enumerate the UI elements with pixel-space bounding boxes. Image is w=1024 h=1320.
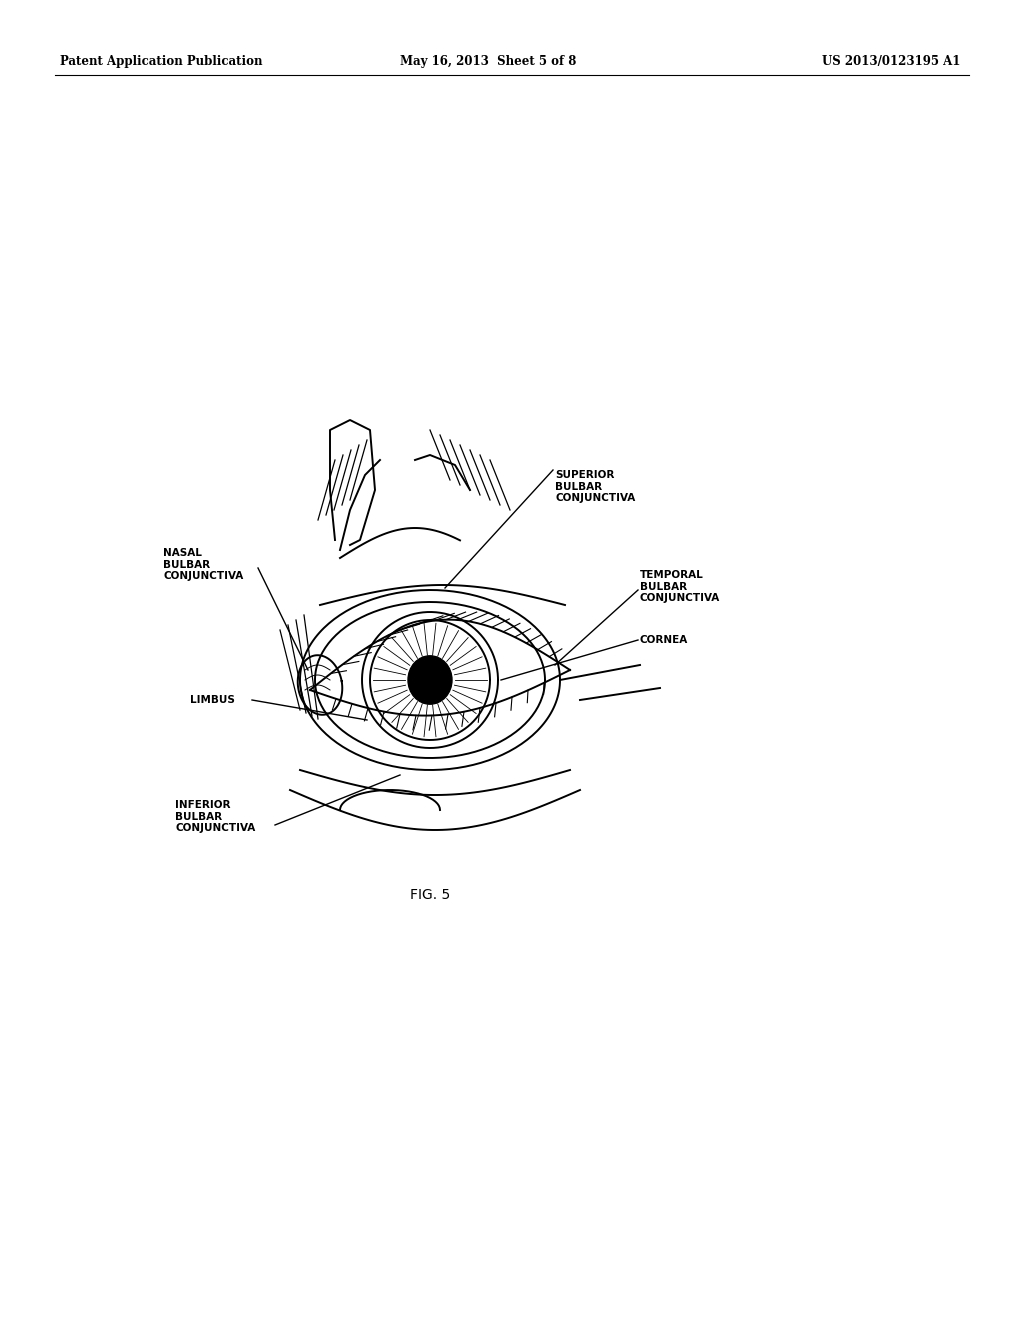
Text: TEMPORAL
BULBAR
CONJUNCTIVA: TEMPORAL BULBAR CONJUNCTIVA — [640, 570, 720, 603]
Text: FIG. 5: FIG. 5 — [410, 888, 451, 902]
Text: NASAL
BULBAR
CONJUNCTIVA: NASAL BULBAR CONJUNCTIVA — [163, 548, 244, 581]
Text: LIMBUS: LIMBUS — [190, 696, 234, 705]
Text: CORNEA: CORNEA — [640, 635, 688, 645]
Text: May 16, 2013  Sheet 5 of 8: May 16, 2013 Sheet 5 of 8 — [400, 55, 577, 69]
Text: SUPERIOR
BULBAR
CONJUNCTIVA: SUPERIOR BULBAR CONJUNCTIVA — [555, 470, 635, 503]
Ellipse shape — [408, 656, 452, 704]
Text: US 2013/0123195 A1: US 2013/0123195 A1 — [821, 55, 961, 69]
Text: Patent Application Publication: Patent Application Publication — [60, 55, 262, 69]
Text: INFERIOR
BULBAR
CONJUNCTIVA: INFERIOR BULBAR CONJUNCTIVA — [175, 800, 255, 833]
